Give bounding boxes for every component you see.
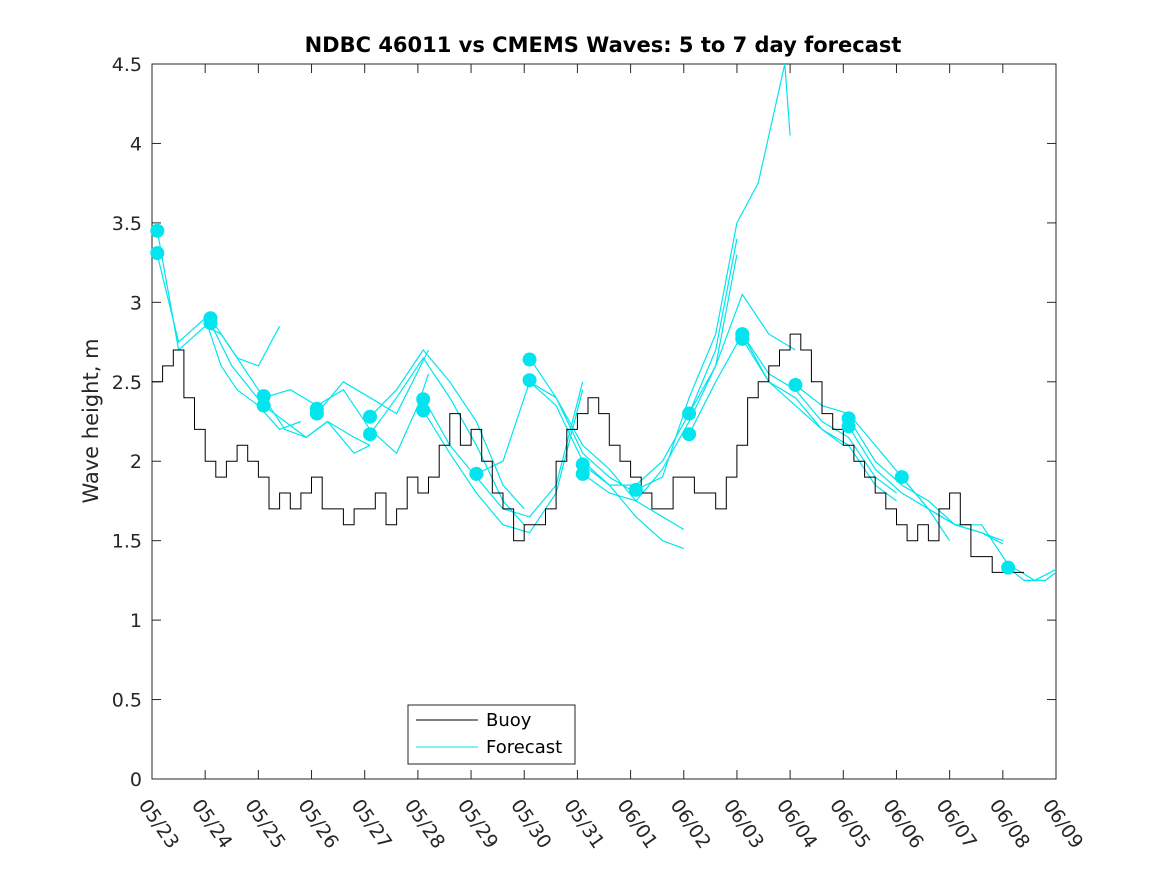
forecast-start-marker xyxy=(416,392,431,407)
x-tick-label: 06/04 xyxy=(772,795,821,852)
forecast-run-line xyxy=(688,293,796,414)
y-tick-label: 4.5 xyxy=(112,54,142,76)
forecast-run-line xyxy=(582,238,738,486)
forecast-start-marker xyxy=(363,427,378,442)
forecast-start-marker xyxy=(1001,560,1016,575)
forecast-run-line xyxy=(635,63,791,491)
x-tick-label: 05/23 xyxy=(134,795,183,852)
legend-label-buoy: Buoy xyxy=(486,710,532,731)
forecast-start-marker xyxy=(150,246,165,261)
forecast-start-marker xyxy=(628,482,643,497)
y-tick-label: 1.5 xyxy=(112,531,142,553)
forecast-start-marker xyxy=(841,419,856,434)
y-tick-label: 3 xyxy=(130,292,142,314)
chart-title: NDBC 46011 vs CMEMS Waves: 5 to 7 day fo… xyxy=(305,33,902,57)
series-layer xyxy=(152,63,1057,582)
x-tick-label: 06/01 xyxy=(612,795,661,852)
forecast-run-line xyxy=(209,322,371,455)
x-tick-label: 06/06 xyxy=(878,795,927,852)
forecast-start-marker xyxy=(682,406,697,421)
x-tick-label: 06/07 xyxy=(932,795,981,852)
x-tick-label: 05/28 xyxy=(400,795,449,852)
forecast-start-marker xyxy=(309,406,324,421)
forecast-start-marker xyxy=(788,377,803,392)
x-tick-label: 06/08 xyxy=(985,795,1034,852)
y-tick-label: 4 xyxy=(130,133,142,155)
x-tick-label: 05/24 xyxy=(187,795,236,852)
forecast-start-marker xyxy=(522,352,537,367)
legend: Buoy Forecast xyxy=(407,704,576,765)
x-tick-label: 06/09 xyxy=(1038,795,1087,852)
y-tick-label: 2.5 xyxy=(112,372,142,394)
y-tick-label: 2 xyxy=(130,451,142,473)
x-tick-label: 06/05 xyxy=(825,795,874,852)
y-axis-ticks: 0 0.5 1 1.5 2 2.5 3 3.5 4 4.5 xyxy=(112,54,1056,791)
forecast-run-line xyxy=(156,254,302,431)
forecast-start-marker xyxy=(735,331,750,346)
forecast-run-line xyxy=(1007,567,1057,582)
y-tick-label: 1 xyxy=(130,610,142,632)
forecast-run-line xyxy=(210,317,371,446)
forecast-run-line xyxy=(316,349,430,415)
x-tick-label: 05/26 xyxy=(293,795,342,852)
x-tick-label: 05/30 xyxy=(506,795,555,852)
forecast-start-marker xyxy=(682,427,697,442)
x-tick-label: 05/27 xyxy=(347,795,396,852)
y-tick-label: 0 xyxy=(130,769,142,791)
x-tick-label: 06/03 xyxy=(719,795,768,852)
forecast-start-marker xyxy=(416,403,431,418)
buoy-series-line xyxy=(152,333,1025,573)
forecast-start-marker xyxy=(256,398,271,413)
legend-label-forecast: Forecast xyxy=(486,737,562,758)
x-tick-label: 05/31 xyxy=(559,795,608,852)
forecast-start-marker xyxy=(203,315,218,330)
x-tick-label: 05/29 xyxy=(453,795,502,852)
y-tick-label: 0.5 xyxy=(112,690,142,712)
forecast-start-marker xyxy=(575,466,590,481)
x-tick-label: 06/02 xyxy=(666,795,715,852)
y-tick-label: 3.5 xyxy=(112,213,142,235)
y-axis-label: Wave height, m xyxy=(79,338,103,503)
forecast-markers xyxy=(150,223,1016,575)
forecast-start-marker xyxy=(150,223,165,238)
forecast-start-marker xyxy=(469,466,484,481)
x-tick-label: 05/25 xyxy=(240,795,289,852)
plot-area xyxy=(151,63,1057,780)
forecast-start-marker xyxy=(894,470,909,485)
forecast-run-line xyxy=(529,357,685,531)
forecast-start-marker xyxy=(363,409,378,424)
legend-box xyxy=(407,704,576,765)
forecast-run-line xyxy=(369,349,525,510)
forecast-run-line xyxy=(263,373,430,455)
forecast-start-marker xyxy=(522,373,537,388)
